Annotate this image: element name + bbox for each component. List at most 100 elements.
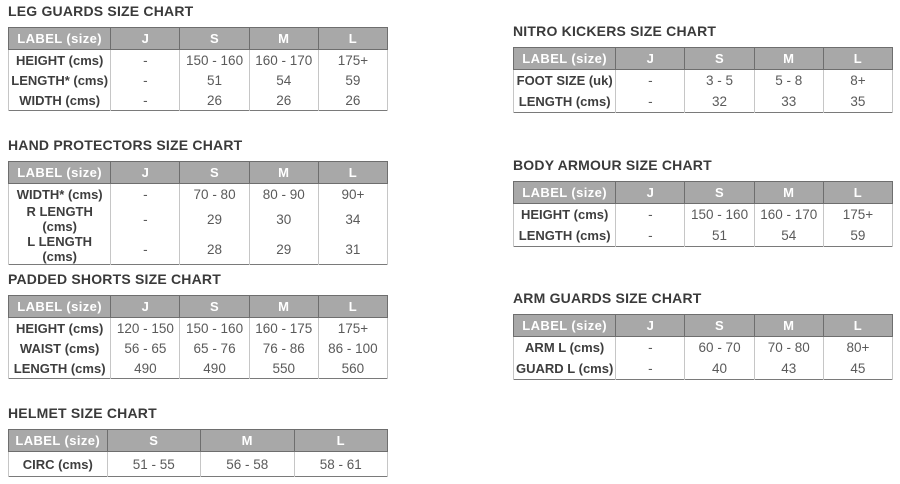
size-table: LABEL (size) J S M L HEIGHT (cms) -150 - 160 16… (512, 181, 894, 247)
size-value-cell: 59 (822, 225, 894, 247)
table-row: HEIGHT (cms) -150 - 160 160 - 170 175+ (7, 49, 389, 70)
chart-title: HAND PROTECTORS SIZE CHART (8, 137, 243, 153)
column-header-cell: S (684, 181, 755, 204)
size-table: LABEL (size) J S M L ARM L (cms) -60 - 70 70 - … (512, 314, 894, 380)
size-value-cell: - (615, 91, 686, 113)
size-table: LABEL (size) J S M L HEIGHT (cms) 120 - 150 150… (7, 295, 389, 379)
size-value-cell: 5 - 8 (753, 69, 824, 91)
column-header-cell: L (317, 161, 389, 184)
row-label-cell: HEIGHT (cms) (7, 49, 112, 70)
size-value-cell: 90+ (317, 183, 389, 204)
column-header-cell: S (179, 161, 250, 184)
size-value-cell: 160 - 170 (753, 203, 824, 225)
size-value-cell: 490 (110, 358, 181, 379)
column-header-cell: S (684, 314, 755, 337)
row-label-cell: L LENGTH (cms) (7, 234, 112, 265)
table-row: WIDTH* (cms) -70 - 80 80 - 90 90+ (7, 183, 389, 204)
header-row: LABEL (size) J S M L (512, 314, 894, 337)
column-header-cell: L (293, 429, 388, 452)
size-value-cell: 59 (317, 70, 389, 90)
size-value-cell: 490 (179, 358, 250, 379)
size-value-cell: 40 (684, 358, 755, 380)
size-value-cell: 70 - 80 (753, 336, 824, 358)
column-header-cell: M (753, 181, 824, 204)
size-value-cell: 29 (179, 204, 250, 234)
table-row: WAIST (cms) 56 - 65 65 - 76 76 - 86 86 - 100 (7, 338, 389, 358)
size-value-cell: - (110, 183, 181, 204)
size-value-cell: 35 (822, 91, 894, 113)
column-header-cell: L (317, 27, 389, 50)
table-row: HEIGHT (cms) 120 - 150 150 - 160 160 - 175 1… (7, 317, 389, 338)
size-value-cell: 160 - 175 (248, 317, 319, 338)
table-row: WIDTH (cms) -26 26 26 (7, 90, 389, 111)
row-label-cell: LENGTH* (cms) (7, 70, 112, 90)
table-row: LENGTH (cms) 490 490 550 560 (7, 358, 389, 379)
size-value-cell: 28 (179, 234, 250, 265)
size-value-cell: - (110, 234, 181, 265)
column-header-cell: M (248, 161, 319, 184)
chart-title: HELMET SIZE CHART (8, 405, 157, 421)
size-value-cell: 120 - 150 (110, 317, 181, 338)
column-header-cell: S (106, 429, 202, 452)
column-header-cell: LABEL (size) (512, 47, 617, 70)
row-label-cell: ARM L (cms) (512, 336, 617, 358)
row-label-cell: R LENGTH (cms) (7, 204, 112, 234)
size-value-cell: 26 (248, 90, 319, 111)
size-value-cell: 160 - 170 (248, 49, 319, 70)
row-label-cell: GUARD L (cms) (512, 358, 617, 380)
table-row: LENGTH (cms) -51 54 59 (512, 225, 894, 247)
size-value-cell: - (615, 225, 686, 247)
column-header-cell: M (200, 429, 295, 452)
header-row: LABEL (size) J S M L (512, 181, 894, 204)
size-value-cell: 560 (317, 358, 389, 379)
table-row: R LENGTH (cms) -29 30 34 (7, 204, 389, 234)
size-chart-nitro-kickers: NITRO KICKERS SIZE CHART LABEL (size) J S M… (512, 23, 894, 113)
header-row: LABEL (size) J S M L (7, 27, 389, 50)
chart-title: PADDED SHORTS SIZE CHART (8, 271, 221, 287)
header-row: LABEL (size) S M L (8, 429, 388, 452)
size-value-cell: - (615, 336, 686, 358)
size-value-cell: - (110, 204, 181, 234)
column-header-cell: J (110, 27, 181, 50)
size-value-cell: 70 - 80 (179, 183, 250, 204)
table-row: LENGTH* (cms) -51 54 59 (7, 70, 389, 90)
size-table: LABEL (size) S M L CIRC (cms) 51 - 55 56 - 58 5… (8, 429, 388, 477)
size-value-cell: 31 (317, 234, 389, 265)
column-header-cell: J (110, 161, 181, 184)
size-value-cell: 54 (248, 70, 319, 90)
table-row: ARM L (cms) -60 - 70 70 - 80 80+ (512, 336, 894, 358)
size-value-cell: 80 - 90 (248, 183, 319, 204)
chart-title: LEG GUARDS SIZE CHART (8, 3, 194, 19)
column-header-cell: LABEL (size) (512, 181, 617, 204)
size-value-cell: 29 (248, 234, 319, 265)
size-value-cell: 76 - 86 (248, 338, 319, 358)
table-row: GUARD L (cms) -40 43 45 (512, 358, 894, 380)
row-label-cell: FOOT SIZE (uk) (512, 69, 617, 91)
size-value-cell: 150 - 160 (179, 317, 250, 338)
size-chart-hand-protectors: HAND PROTECTORS SIZE CHART LABEL (size) J… (7, 137, 389, 265)
size-chart-leg-guards: LEG GUARDS SIZE CHART LABEL (size) J S M L HE… (7, 3, 389, 111)
size-value-cell: - (110, 70, 181, 90)
column-header-cell: L (317, 295, 389, 318)
column-header-cell: M (248, 295, 319, 318)
size-value-cell: 150 - 160 (179, 49, 250, 70)
size-chart-helmet: HELMET SIZE CHART LABEL (size) S M L CIRC (c… (8, 405, 388, 477)
row-label-cell: HEIGHT (cms) (512, 203, 617, 225)
size-table: LABEL (size) J S M L HEIGHT (cms) -150 - 160 16… (7, 27, 389, 111)
size-value-cell: 3 - 5 (684, 69, 755, 91)
column-header-cell: S (684, 47, 755, 70)
column-header-cell: LABEL (size) (512, 314, 617, 337)
size-value-cell: 43 (753, 358, 824, 380)
row-label-cell: WIDTH* (cms) (7, 183, 112, 204)
row-label-cell: LENGTH (cms) (512, 91, 617, 113)
column-header-cell: L (822, 181, 894, 204)
header-row: LABEL (size) J S M L (7, 295, 389, 318)
size-value-cell: 175+ (317, 49, 389, 70)
chart-title: NITRO KICKERS SIZE CHART (513, 23, 717, 39)
size-value-cell: 80+ (822, 336, 894, 358)
size-value-cell: 60 - 70 (684, 336, 755, 358)
table-row: L LENGTH (cms) -28 29 31 (7, 234, 389, 265)
